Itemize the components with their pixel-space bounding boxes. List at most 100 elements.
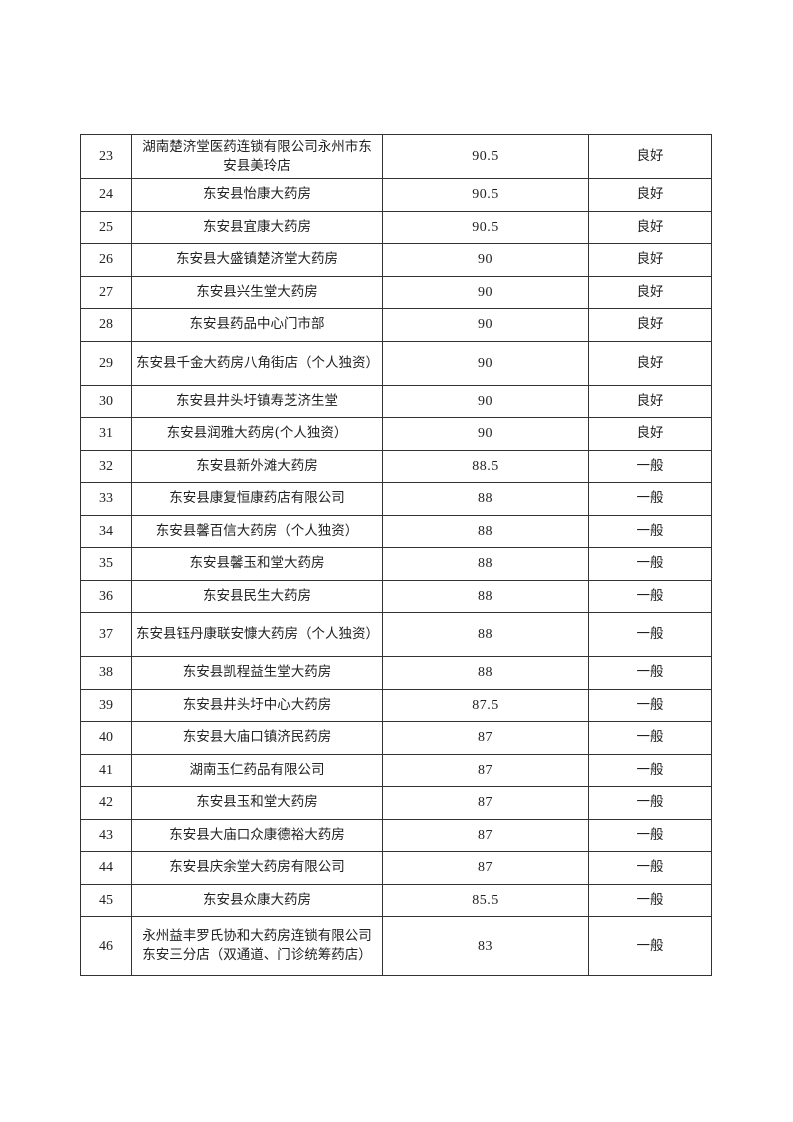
row-number-cell: 26 (80, 243, 132, 277)
pharmacy-name-cell: 东安县井头圩中心大药房 (131, 688, 383, 722)
row-number-cell: 32 (80, 449, 132, 483)
pharmacy-name-cell: 东安县钰丹康联安慷大药房（个人独资） (131, 612, 383, 657)
grade-cell: 良好 (588, 275, 712, 309)
grade-cell: 一般 (588, 753, 712, 787)
row-number-cell: 40 (80, 721, 132, 755)
table-row: 36 东安县民生大药房 88 一般 (80, 579, 712, 613)
row-number-cell: 43 (80, 818, 132, 852)
table-row: 46 永州益丰罗氏协和大药房连锁有限公司东安三分店（双通道、门诊统筹药店） 83 一般 (80, 916, 712, 976)
table-row: 26 东安县大盛镇楚济堂大药房 90 良好 (80, 243, 712, 277)
table-row: 30 东安县井头圩镇寿芝济生堂 90 良好 (80, 384, 712, 418)
grade-cell: 良好 (588, 340, 712, 386)
row-number-cell: 27 (80, 275, 132, 309)
grade-cell: 一般 (588, 851, 712, 885)
score-cell: 88 (382, 514, 589, 548)
pharmacy-name-cell: 东安县大庙口众康德裕大药房 (131, 818, 383, 852)
pharmacy-name-cell: 东安县玉和堂大药房 (131, 786, 383, 820)
score-cell: 87 (382, 753, 589, 787)
pharmacy-rating-table: 23 湖南楚济堂医药连锁有限公司永州市东安县美玲店 90.5 良好 24 东安县怡康大药房… (80, 134, 712, 976)
table-row: 34 东安县馨百信大药房（个人独资） 88 一般 (80, 514, 712, 548)
score-cell: 83 (382, 916, 589, 976)
grade-cell: 一般 (588, 656, 712, 690)
pharmacy-name-cell: 东安县兴生堂大药房 (131, 275, 383, 309)
table-row: 24 东安县怡康大药房 90.5 良好 (80, 178, 712, 212)
grade-cell: 一般 (588, 786, 712, 820)
score-cell: 88 (382, 547, 589, 581)
pharmacy-name-cell: 东安县馨玉和堂大药房 (131, 547, 383, 581)
row-number-cell: 23 (80, 134, 132, 179)
pharmacy-name-cell: 东安县怡康大药房 (131, 178, 383, 212)
score-cell: 90 (382, 308, 589, 342)
grade-cell: 一般 (588, 612, 712, 657)
row-number-cell: 24 (80, 178, 132, 212)
grade-cell: 良好 (588, 384, 712, 418)
table-row: 28 东安县药品中心门市部 90 良好 (80, 308, 712, 342)
score-cell: 90 (382, 275, 589, 309)
score-cell: 88 (382, 656, 589, 690)
row-number-cell: 35 (80, 547, 132, 581)
score-cell: 87 (382, 786, 589, 820)
table-row: 43 东安县大庙口众康德裕大药房 87 一般 (80, 818, 712, 852)
row-number-cell: 37 (80, 612, 132, 657)
score-cell: 90 (382, 243, 589, 277)
grade-cell: 一般 (588, 482, 712, 516)
score-cell: 85.5 (382, 883, 589, 917)
row-number-cell: 25 (80, 210, 132, 244)
grade-cell: 一般 (588, 818, 712, 852)
table-row: 38 东安县凯程益生堂大药房 88 一般 (80, 656, 712, 690)
pharmacy-name-cell: 东安县康复恒康药店有限公司 (131, 482, 383, 516)
grade-cell: 一般 (588, 916, 712, 976)
pharmacy-name-cell: 东安县润雅大药房(个人独资） (131, 417, 383, 451)
row-number-cell: 28 (80, 308, 132, 342)
score-cell: 90 (382, 417, 589, 451)
table-row: 32 东安县新外滩大药房 88.5 一般 (80, 449, 712, 483)
pharmacy-name-cell: 东安县凯程益生堂大药房 (131, 656, 383, 690)
row-number-cell: 31 (80, 417, 132, 451)
pharmacy-name-cell: 东安县民生大药房 (131, 579, 383, 613)
score-cell: 87 (382, 851, 589, 885)
pharmacy-name-cell: 湖南楚济堂医药连锁有限公司永州市东安县美玲店 (131, 134, 383, 179)
score-cell: 87 (382, 721, 589, 755)
table-row: 33 东安县康复恒康药店有限公司 88 一般 (80, 482, 712, 516)
table-row: 41 湖南玉仁药品有限公司 87 一般 (80, 753, 712, 787)
table-row: 44 东安县庆余堂大药房有限公司 87 一般 (80, 851, 712, 885)
score-cell: 90.5 (382, 178, 589, 212)
grade-cell: 一般 (588, 547, 712, 581)
score-cell: 90.5 (382, 210, 589, 244)
pharmacy-name-cell: 东安县庆余堂大药房有限公司 (131, 851, 383, 885)
pharmacy-name-cell: 东安县众康大药房 (131, 883, 383, 917)
grade-cell: 良好 (588, 308, 712, 342)
grade-cell: 一般 (588, 579, 712, 613)
pharmacy-name-cell: 东安县千金大药房八角街店（个人独资） (131, 340, 383, 386)
pharmacy-name-cell: 东安县药品中心门市部 (131, 308, 383, 342)
grade-cell: 一般 (588, 514, 712, 548)
table-body: 23 湖南楚济堂医药连锁有限公司永州市东安县美玲店 90.5 良好 24 东安县怡康大药房… (80, 134, 712, 976)
grade-cell: 良好 (588, 417, 712, 451)
grade-cell: 良好 (588, 134, 712, 179)
score-cell: 87.5 (382, 688, 589, 722)
row-number-cell: 33 (80, 482, 132, 516)
table-row: 37 东安县钰丹康联安慷大药房（个人独资） 88 一般 (80, 612, 712, 657)
score-cell: 88 (382, 579, 589, 613)
row-number-cell: 44 (80, 851, 132, 885)
grade-cell: 一般 (588, 721, 712, 755)
pharmacy-name-cell: 湖南玉仁药品有限公司 (131, 753, 383, 787)
row-number-cell: 39 (80, 688, 132, 722)
score-cell: 90 (382, 384, 589, 418)
score-cell: 87 (382, 818, 589, 852)
pharmacy-name-cell: 东安县大庙口镇济民药房 (131, 721, 383, 755)
pharmacy-name-cell: 东安县馨百信大药房（个人独资） (131, 514, 383, 548)
table-row: 35 东安县馨玉和堂大药房 88 一般 (80, 547, 712, 581)
row-number-cell: 45 (80, 883, 132, 917)
score-cell: 88 (382, 482, 589, 516)
pharmacy-name-cell: 东安县井头圩镇寿芝济生堂 (131, 384, 383, 418)
grade-cell: 一般 (588, 883, 712, 917)
row-number-cell: 38 (80, 656, 132, 690)
row-number-cell: 34 (80, 514, 132, 548)
table-row: 23 湖南楚济堂医药连锁有限公司永州市东安县美玲店 90.5 良好 (80, 134, 712, 179)
grade-cell: 一般 (588, 688, 712, 722)
score-cell: 88.5 (382, 449, 589, 483)
grade-cell: 良好 (588, 178, 712, 212)
score-cell: 90 (382, 340, 589, 386)
score-cell: 90.5 (382, 134, 589, 179)
